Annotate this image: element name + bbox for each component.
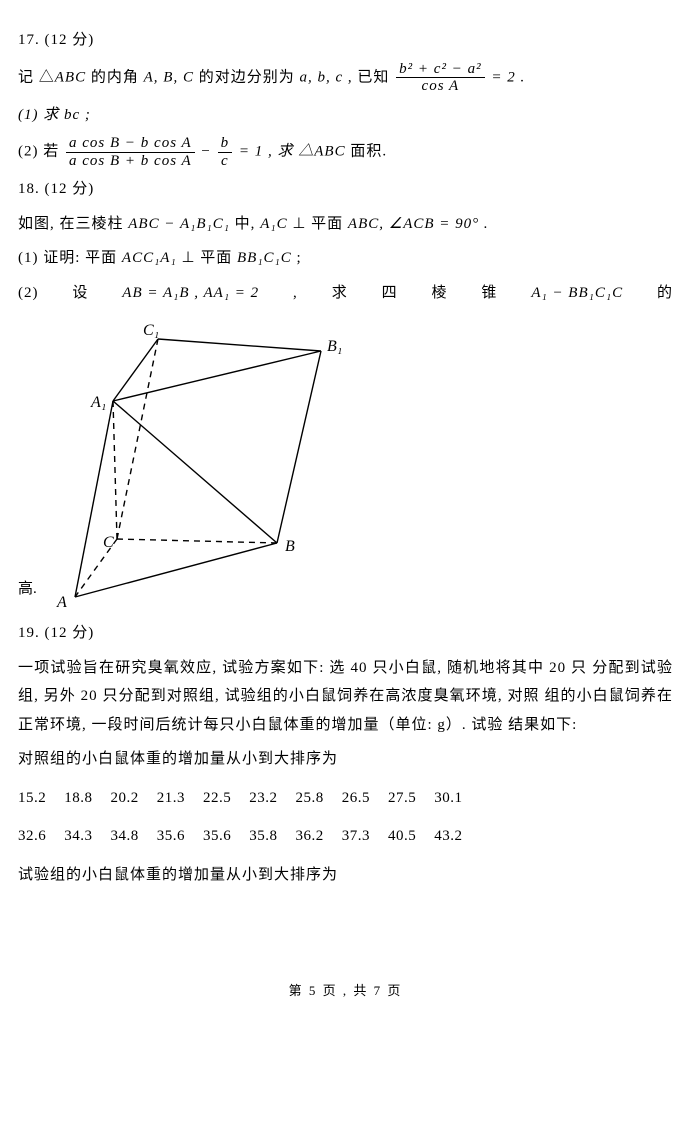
pyr: A₁ − BB₁C₁C <box>531 279 623 308</box>
svg-text:B: B <box>285 538 295 555</box>
q18-gao: 高. <box>18 575 37 604</box>
q17-main-frac: b² + c² − a² cos A <box>396 61 484 95</box>
eq: = 1 , 求 △ <box>239 143 314 159</box>
data-value: 34.3 <box>64 822 92 851</box>
q18-heading: 18. (12 分) <box>18 175 673 204</box>
q17-part2-frac2: b c <box>218 135 233 169</box>
q17-part1: (1) 求 bc ; <box>18 101 673 130</box>
t1: (2) <box>18 279 39 308</box>
sides: a, b, c <box>299 69 343 85</box>
t5: 四 <box>382 279 398 308</box>
data-value: 32.6 <box>18 822 46 851</box>
text: (1) 证明: 平面 <box>18 250 122 266</box>
text: 如图, 在三棱柱 <box>18 216 128 232</box>
data-value: 40.5 <box>388 822 416 851</box>
abc: ABC <box>314 143 345 159</box>
q18-part2: (2) 设 AB = A₁B , AA₁ = 2 , 求 四 棱 锥 A₁ − … <box>18 279 673 308</box>
data-value: 27.5 <box>388 784 416 813</box>
abc: ABC <box>348 216 379 232</box>
end: 面积. <box>346 143 388 159</box>
data-value: 35.8 <box>249 822 277 851</box>
data-value: 18.8 <box>64 784 92 813</box>
data-value: 34.8 <box>111 822 139 851</box>
prism-figure: C₁ B₁ A₁ C B A <box>43 321 343 611</box>
frac-num: a cos B − b cos A <box>66 135 195 153</box>
q19-p2: 对照组的小白鼠体重的增加量从小到大排序为 <box>18 745 673 774</box>
text: ⊥ 平面 <box>177 250 237 266</box>
frac-den: c <box>218 153 233 170</box>
q18-part1: (1) 证明: 平面 ACC₁A₁ ⊥ 平面 BB₁C₁C ; <box>18 244 673 273</box>
data-value: 21.3 <box>157 784 185 813</box>
text: 的内角 <box>86 69 144 85</box>
text: 的对边分别为 <box>194 69 300 85</box>
q19-data-row-2: 32.6 34.3 34.8 35.6 35.6 35.8 36.2 37.3 40.5 43.2 <box>18 822 673 851</box>
svg-text:B₁: B₁ <box>327 338 342 355</box>
q18-figure-row: 高. C₁ B₁ A₁ C B A <box>18 321 673 611</box>
data-value: 36.2 <box>296 822 324 851</box>
eq: AB = A₁B , AA₁ = 2 <box>122 279 259 308</box>
svg-text:A: A <box>56 594 67 611</box>
data-value: 15.2 <box>18 784 46 813</box>
q19-p3: 试验组的小白鼠体重的增加量从小到大排序为 <box>18 861 673 890</box>
frac-num: b <box>218 135 233 153</box>
angle: , ∠ACB <box>379 216 434 232</box>
abc: ABC <box>55 69 86 85</box>
q19-heading: 19. (12 分) <box>18 619 673 648</box>
angles: A, B, C <box>144 69 194 85</box>
frac-den: cos A <box>396 78 484 95</box>
text: 记 △ <box>18 69 55 85</box>
data-value: 37.3 <box>342 822 370 851</box>
frac-num: b² + c² − a² <box>396 61 484 79</box>
svg-text:C: C <box>103 534 114 551</box>
frac-den: a cos B + b cos A <box>66 153 195 170</box>
prism: ABC − A₁B₁C₁ <box>128 216 230 232</box>
data-value: 35.6 <box>203 822 231 851</box>
data-value: 30.1 <box>434 784 462 813</box>
svg-text:C₁: C₁ <box>143 322 159 339</box>
q17-heading: 17. (12 分) <box>18 26 673 55</box>
q17-line1: 记 △ABC 的内角 A, B, C 的对边分别为 a, b, c , 已知 b… <box>18 61 673 95</box>
t3: , <box>293 279 298 308</box>
q19-p1: 一项试验旨在研究臭氧效应, 试验方案如下: 选 40 只小白鼠, 随机地将其中 … <box>18 654 673 740</box>
svg-text:A₁: A₁ <box>90 394 106 411</box>
page-footer: 第 5 页 , 共 7 页 <box>18 979 673 1004</box>
data-value: 22.5 <box>203 784 231 813</box>
text: 中, <box>230 216 260 232</box>
t6: 棱 <box>432 279 448 308</box>
text: ⊥ 平面 <box>288 216 348 232</box>
eq: = 90° . <box>435 216 489 232</box>
end: ; <box>292 250 302 266</box>
text: , 已知 <box>343 69 394 85</box>
minus: − <box>201 143 215 159</box>
t2: 设 <box>72 279 88 308</box>
data-value: 25.8 <box>296 784 324 813</box>
eq: = 2 . <box>491 69 525 85</box>
q17-part2-frac1: a cos B − b cos A a cos B + b cos A <box>66 135 195 169</box>
t7: 锥 <box>481 279 497 308</box>
data-value: 20.2 <box>111 784 139 813</box>
data-value: 23.2 <box>249 784 277 813</box>
q19-data-row-1: 15.2 18.8 20.2 21.3 22.5 23.2 25.8 26.5 27.5 30.1 <box>18 784 673 813</box>
text: (2) 若 <box>18 143 64 159</box>
p2: BB₁C₁C <box>237 250 292 266</box>
q18-line1: 如图, 在三棱柱 ABC − A₁B₁C₁ 中, A₁C ⊥ 平面 ABC, ∠… <box>18 210 673 239</box>
t4: 求 <box>332 279 348 308</box>
data-value: 43.2 <box>434 822 462 851</box>
t8: 的 <box>657 279 673 308</box>
p1: ACC₁A₁ <box>122 250 177 266</box>
q17-part2: (2) 若 a cos B − b cos A a cos B + b cos … <box>18 135 673 169</box>
ac: A₁C <box>260 216 287 232</box>
data-value: 35.6 <box>157 822 185 851</box>
data-value: 26.5 <box>342 784 370 813</box>
